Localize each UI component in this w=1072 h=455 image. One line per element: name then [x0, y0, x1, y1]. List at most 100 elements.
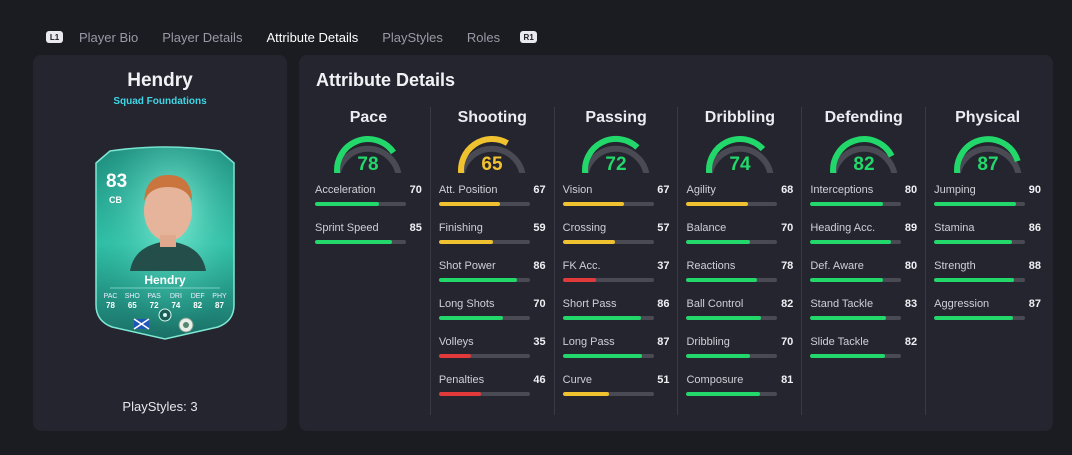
attribute-row[interactable]: Shot Power 86 [438, 259, 546, 297]
attribute-row[interactable]: Volleys 35 [438, 335, 546, 373]
attribute-bar-fill [934, 202, 1017, 206]
attribute-value: 82 [904, 336, 918, 348]
gauge-fill [334, 136, 397, 173]
category-gauge: 78 [334, 136, 402, 173]
attribute-bar-fill [562, 392, 610, 396]
attribute-bar [562, 392, 654, 396]
attribute-value: 85 [409, 222, 422, 234]
attribute-bar-fill [438, 240, 493, 244]
attribute-row[interactable]: Vision 67 [562, 183, 670, 221]
attribute-row[interactable]: Def. Aware 80 [810, 259, 917, 297]
attribute-label: Agility [686, 184, 716, 196]
tab-player-bio[interactable]: Player Bio [79, 29, 139, 45]
attribute-bar-fill [810, 278, 884, 282]
card-stat-def: DEF 82 [190, 293, 205, 310]
attribute-row[interactable]: Sprint Speed 85 [315, 221, 422, 259]
attribute-value: 78 [781, 260, 794, 272]
attribute-bar-fill [686, 240, 751, 244]
attribute-bar [438, 202, 530, 206]
attribute-row[interactable]: Crossing 57 [562, 221, 669, 259]
attribute-label: Att. Position [438, 184, 498, 196]
category-gauge: 74 [705, 136, 774, 173]
attribute-row[interactable]: Stamina 86 [934, 221, 1041, 259]
attribute-value: 80 [904, 260, 918, 272]
attribute-row[interactable]: Heading Acc. 89 [810, 221, 917, 259]
attribute-row[interactable]: Acceleration 70 [315, 183, 422, 221]
player-card-type: Squad Foundations [113, 96, 207, 107]
attribute-bar-fill [686, 392, 761, 396]
attribute-row[interactable]: Interceptions 80 [810, 183, 917, 221]
attribute-value: 86 [1028, 222, 1041, 234]
attribute-row[interactable]: Long Shots 70 [438, 297, 546, 335]
attribute-label: Interceptions [810, 184, 874, 196]
gauge-track [335, 145, 402, 173]
category-rating: 72 [605, 154, 626, 173]
attribute-bar-fill [562, 202, 624, 206]
attribute-label: Ball Control [686, 298, 744, 310]
attribute-bar [686, 240, 778, 244]
attribute-label: Crossing [562, 222, 607, 234]
attribute-value: 67 [657, 184, 670, 196]
attribute-bar [934, 240, 1026, 244]
attribute-label: Dribbling [686, 336, 730, 348]
attribute-bar [315, 202, 406, 206]
tab-roles[interactable]: Roles [466, 29, 501, 45]
attribute-row[interactable]: Att. Position 67 [438, 183, 546, 221]
attribute-row[interactable]: Dribbling 70 [686, 335, 793, 373]
attribute-value: 80 [904, 184, 918, 196]
attribute-bar [686, 392, 778, 396]
attribute-row[interactable]: Finishing 59 [438, 221, 546, 259]
attribute-value: 70 [533, 298, 546, 310]
attribute-column-shooting: Shooting 65 Att. Position 67 Finishing 59 Shot… [429, 107, 554, 415]
attribute-bar [562, 316, 654, 320]
tab-player-details[interactable]: Player Details [162, 29, 243, 45]
tab-playstyles[interactable]: PlayStyles [382, 29, 443, 45]
attribute-row[interactable]: Jumping 90 [934, 183, 1041, 221]
category-rating: 87 [977, 154, 998, 173]
gauge-track [582, 145, 650, 173]
gauge-track [954, 145, 1021, 173]
attribute-bar-fill [438, 354, 471, 358]
attribute-value: 81 [781, 374, 794, 386]
attribute-row[interactable]: Short Pass 86 [562, 297, 669, 335]
card-stat-dri: DRI 74 [169, 293, 182, 310]
category-rating: 78 [358, 154, 379, 173]
l1-button-hint[interactable]: L1 [46, 31, 63, 43]
card-stat-phy: PHY 87 [212, 293, 227, 310]
attribute-row[interactable]: Long Pass 87 [562, 335, 669, 373]
attribute-label: Composure [686, 374, 744, 386]
attribute-value: 86 [533, 260, 546, 272]
attribute-row[interactable]: Agility 68 [686, 183, 793, 221]
attribute-label: Sprint Speed [315, 222, 379, 234]
attribute-value: 82 [781, 298, 794, 310]
category-title: Shooting [457, 109, 527, 126]
attribute-bar-fill [934, 240, 1013, 244]
attribute-bar-fill [438, 392, 481, 396]
attribute-row[interactable]: Penalties 46 [438, 373, 546, 411]
r1-button-hint[interactable]: R1 [520, 31, 538, 43]
card-player-name: Hendry [144, 273, 186, 287]
attribute-row[interactable]: Composure 81 [686, 373, 793, 411]
attribute-row[interactable]: Stand Tackle 83 [810, 297, 917, 335]
attribute-row[interactable]: Strength 88 [934, 259, 1041, 297]
attribute-value: 46 [533, 374, 546, 386]
attribute-bar [562, 354, 654, 358]
tab-attribute-details[interactable]: Attribute Details [266, 29, 359, 45]
player-card[interactable]: 83 CB Hendry PAC 78 SHO 65 PAS 72 DRI 74 DEF… [90, 145, 240, 341]
card-stats: PAC 78 SHO 65 PAS 72 DRI 74 DEF 82 PHY 87 [100, 292, 230, 311]
player-panel: Hendry Squad Foundations [33, 55, 287, 431]
attribute-row[interactable]: FK Acc. 37 [562, 259, 669, 297]
attribute-row[interactable]: Aggression 87 [934, 297, 1041, 335]
attribute-row[interactable]: Ball Control 82 [686, 297, 793, 335]
attribute-bar [686, 202, 778, 206]
attribute-bar-fill [438, 202, 500, 206]
attribute-row[interactable]: Balance 70 [686, 221, 793, 259]
attribute-label: Long Shots [438, 298, 495, 310]
attribute-bar [562, 202, 654, 206]
attribute-row[interactable]: Reactions 78 [686, 259, 793, 297]
category-gauge: 72 [582, 135, 650, 173]
attribute-row[interactable]: Slide Tackle 82 [810, 335, 917, 373]
attribute-value: 51 [657, 374, 670, 386]
attribute-label: Long Pass [562, 336, 615, 348]
attribute-row[interactable]: Curve 51 [562, 373, 670, 411]
